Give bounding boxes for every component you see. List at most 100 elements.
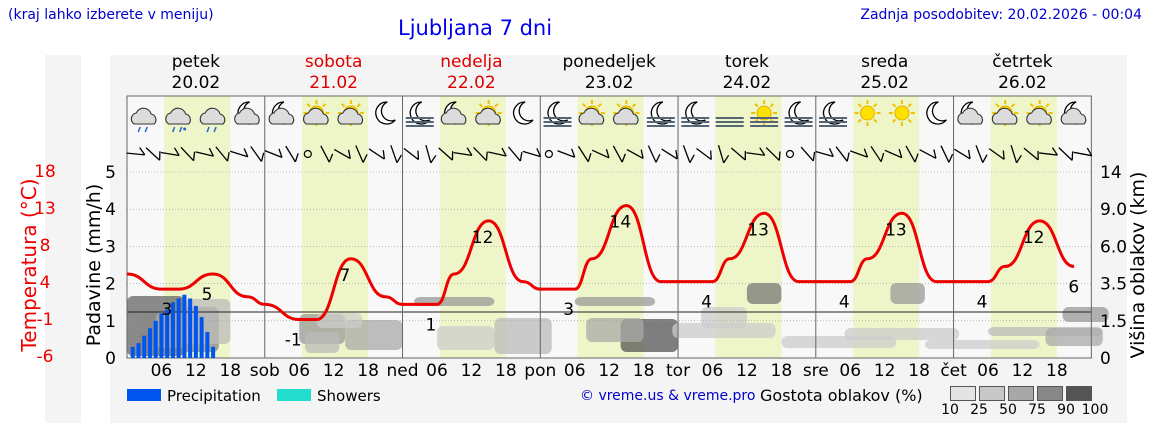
temperature-tick: 13 [34, 199, 56, 219]
moon-icon [512, 101, 534, 125]
calm-circle [303, 149, 312, 159]
barb-flag [675, 149, 678, 160]
barb-shaft [507, 146, 521, 162]
barb-flag [571, 148, 576, 158]
barb-shaft [390, 145, 398, 163]
wind-barb [180, 146, 196, 162]
moon-fog-icon [646, 101, 675, 127]
hour-tick: 06 [564, 361, 586, 381]
cloud-density-blob [844, 328, 960, 340]
barb-shaft [320, 145, 330, 163]
hour-tick: 18 [771, 361, 793, 381]
day-name: nedelja [440, 52, 503, 72]
snow-flake [183, 127, 187, 131]
cloud-height-tick: 0 [1100, 349, 1111, 369]
barb-flag [967, 149, 971, 159]
barb-flag [466, 147, 473, 156]
day-abbreviation: pon [524, 361, 556, 381]
sun-icon [888, 100, 915, 126]
cloud-density-blob [746, 283, 782, 304]
temperature-value-label: 7 [339, 266, 350, 286]
barb-flag [226, 152, 230, 162]
barb-shaft [145, 147, 161, 161]
hour-tick: 18 [908, 361, 930, 381]
day-abbreviation: čet [940, 361, 967, 381]
wind-barb [250, 146, 265, 162]
barb-flag [328, 153, 334, 163]
barb-flag [587, 152, 592, 162]
hour-tick: 18 [357, 361, 379, 381]
day-name: petek [171, 52, 220, 72]
barb-shaft [696, 147, 712, 161]
rain-drop [178, 126, 183, 133]
barb-shaft [626, 149, 644, 159]
sun-ray [494, 103, 499, 108]
barb-shaft [661, 148, 678, 160]
wind-barb [160, 147, 180, 157]
hour-tick: 12 [461, 361, 483, 381]
barb-shaft [975, 145, 984, 163]
sun-icon [854, 100, 881, 126]
wind-barb [320, 145, 334, 163]
barb-shaft [884, 149, 902, 159]
barb-shaft [905, 145, 916, 163]
rain-drop [171, 126, 176, 133]
wind-barb [919, 149, 937, 159]
cloud-density-blob [304, 332, 340, 353]
cloud-height-tick: 6.0 [1100, 237, 1127, 257]
wind-barb [1039, 147, 1058, 156]
barb-flag [347, 149, 351, 159]
precipitation-bar [188, 298, 193, 358]
cloud-shape [268, 107, 295, 125]
barb-shaft [1058, 147, 1073, 161]
moon-cloud-icon [268, 101, 295, 125]
wind-barb [940, 145, 954, 163]
rain-drop [206, 126, 210, 133]
temperature-value-label: 6 [1068, 277, 1079, 297]
day-abbreviation: sre [803, 361, 829, 381]
barb-flag [501, 147, 507, 157]
wind-barb [682, 145, 695, 163]
sun-cloud-icon [578, 100, 605, 126]
sun-fog-icon [750, 100, 779, 127]
temperature-value-label: 3 [563, 300, 574, 320]
hour-tick: 06 [151, 361, 173, 381]
barb-shaft [403, 147, 419, 161]
daylight-band [990, 96, 1057, 358]
barb-flag [1051, 147, 1058, 156]
calm-circle [544, 149, 553, 159]
barb-shaft [682, 145, 691, 163]
barb-shaft [1073, 151, 1092, 157]
barb-flag [723, 154, 730, 164]
precipitation-tick: 4 [105, 200, 116, 220]
cloud-density-swatch [1008, 386, 1034, 401]
cloud-shape [578, 107, 605, 125]
moon-icon [375, 101, 396, 125]
barb-flag [828, 148, 834, 157]
temperature-value-label: 4 [701, 293, 712, 313]
moon-crescent [512, 101, 534, 125]
snow-rain-cloud-icon [165, 107, 191, 133]
day-date: 23.02 [584, 73, 634, 93]
barb-flag [880, 152, 885, 162]
cloud-density-blob [436, 326, 495, 350]
sun-ray [597, 103, 602, 108]
copyright-link[interactable]: © vreme.us & vreme.pro [580, 388, 756, 404]
cloud-density-tick: 25 [970, 402, 988, 418]
wind-barb [403, 147, 420, 161]
day-date: 22.02 [447, 73, 496, 93]
sun-ray [1010, 103, 1016, 108]
barb-shaft [1023, 147, 1039, 161]
sun-ray [322, 103, 327, 108]
wind-barb [453, 147, 473, 157]
wind-barb [647, 145, 661, 163]
wind-barb [884, 148, 903, 159]
cloud-shape [199, 107, 226, 125]
wind-barb [285, 145, 299, 163]
sun-ray [857, 103, 862, 108]
showers-swatch [277, 389, 311, 401]
barb-flag [173, 147, 180, 156]
moon-crescent [375, 101, 396, 125]
wind-barb [390, 145, 403, 164]
wind-barb [473, 146, 488, 162]
